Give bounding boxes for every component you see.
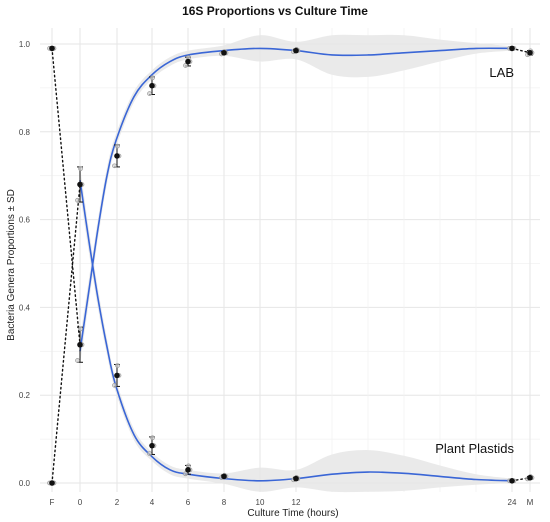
replicate-point <box>115 143 120 149</box>
replicate-point <box>78 326 83 332</box>
mean-point <box>185 58 191 65</box>
mean-point <box>77 181 83 188</box>
replicate-point <box>183 471 188 477</box>
y-axis-label: Bacteria Genera Proportions ± SD <box>6 189 17 341</box>
replicate-point <box>150 75 155 81</box>
dotted-link-1 <box>51 183 81 484</box>
series-label-lab: LAB <box>489 65 514 80</box>
mean-point <box>527 474 533 481</box>
mean-point <box>293 47 299 54</box>
y-tick-label: 1.0 <box>19 40 31 49</box>
grid <box>40 28 540 492</box>
mean-point <box>509 45 515 52</box>
data-points <box>47 45 535 486</box>
replicate-point <box>147 91 152 96</box>
dotted-link-2 <box>511 47 531 54</box>
x-tick-label: 8 <box>222 498 227 507</box>
y-tick-label: 0.2 <box>19 391 31 400</box>
series-label-plant-plastids: Plant Plastids <box>435 441 514 456</box>
x-tick-label: 0 <box>78 498 83 507</box>
error-bars <box>77 48 533 481</box>
x-tick-label: 12 <box>292 498 301 507</box>
mean-point <box>149 442 155 449</box>
x-axis-ticks: F 0 2 4 6 8 10 12 24 M <box>50 498 534 507</box>
mean-point <box>527 49 533 56</box>
x-axis-label: Culture Time (hours) <box>247 508 338 519</box>
mean-point <box>49 480 55 486</box>
replicate-point <box>183 63 188 68</box>
dotted-link-0 <box>51 47 81 346</box>
mean-point <box>293 475 299 482</box>
mean-point <box>509 478 515 484</box>
replicate-point <box>75 358 80 363</box>
y-tick-label: 0.0 <box>19 479 31 488</box>
fit-line-1 <box>79 179 513 482</box>
mean-point <box>77 341 83 348</box>
fit-line-0 <box>79 47 513 352</box>
x-tick-label: 4 <box>150 498 155 507</box>
fit-lines <box>79 47 513 482</box>
y-axis-ticks: 0.0 0.2 0.4 0.6 0.8 1.0 <box>19 40 31 488</box>
mean-point <box>185 467 191 473</box>
y-tick-label: 0.4 <box>19 303 31 312</box>
x-tick-label: 2 <box>115 498 120 507</box>
x-tick-label: M <box>527 498 534 507</box>
x-tick-label: 6 <box>186 498 191 507</box>
mean-point <box>114 372 120 379</box>
replicate-point <box>150 435 155 441</box>
replicate-point <box>112 382 117 388</box>
mean-point <box>221 49 227 56</box>
replicate-point <box>147 451 152 456</box>
x-tick-label: F <box>50 498 55 507</box>
mean-point <box>114 153 120 159</box>
y-tick-label: 0.8 <box>19 128 31 137</box>
replicate-point <box>78 166 83 172</box>
replicate-point <box>112 163 117 169</box>
chart-title: 16S Proportions vs Culture Time <box>182 4 368 18</box>
dotted-links <box>51 47 531 484</box>
replicate-point <box>115 363 120 368</box>
mean-point <box>221 473 227 480</box>
x-tick-label: 10 <box>256 498 265 507</box>
mean-point <box>149 82 155 89</box>
y-tick-label: 0.6 <box>19 216 31 225</box>
mean-point <box>49 45 55 52</box>
x-tick-label: 24 <box>508 498 517 507</box>
replicate-point <box>75 197 80 203</box>
